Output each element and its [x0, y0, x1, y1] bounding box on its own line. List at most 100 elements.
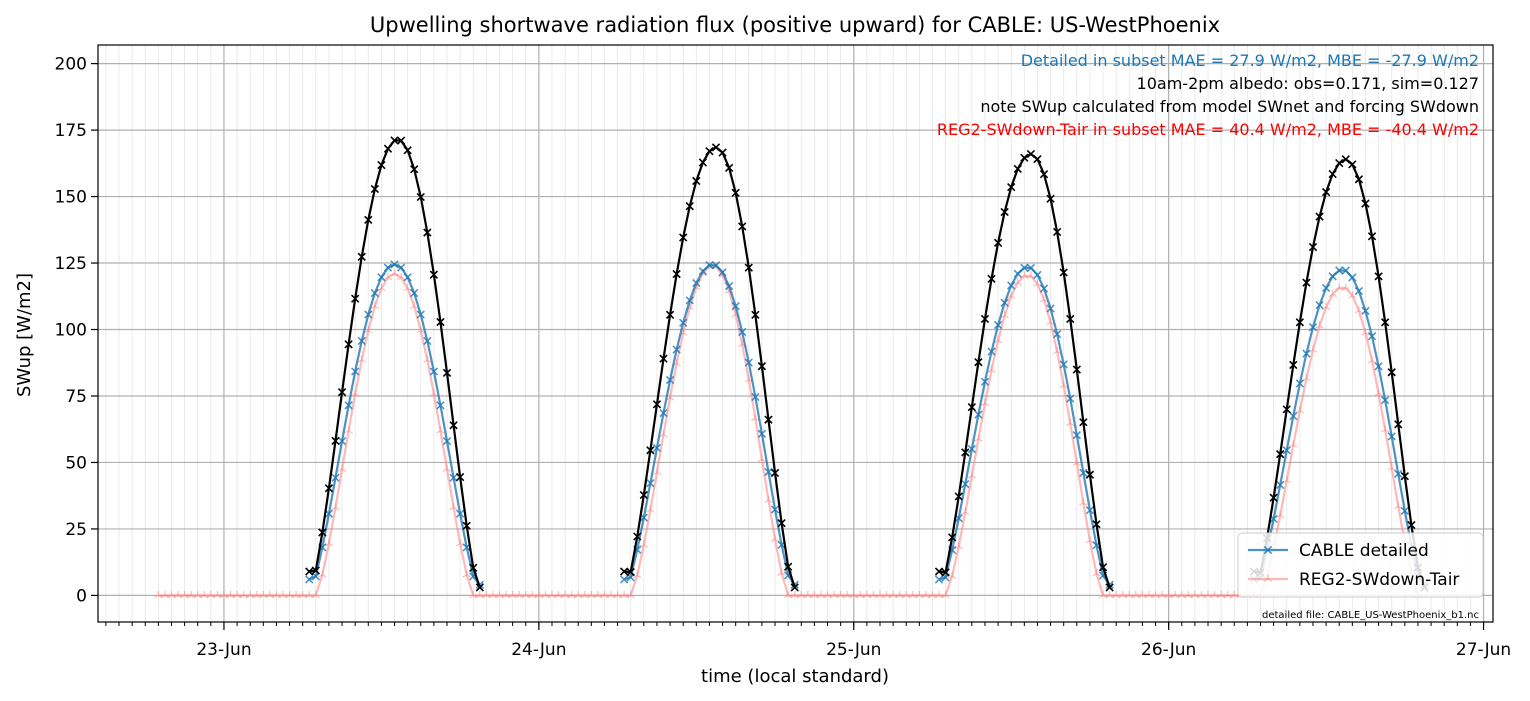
data-point	[344, 340, 353, 349]
data-point	[462, 521, 471, 530]
data-point	[1000, 207, 1009, 217]
data-point	[646, 479, 655, 488]
data-point	[1098, 562, 1108, 572]
data-point	[370, 184, 380, 194]
data-point	[1328, 289, 1337, 298]
data-point	[554, 590, 563, 599]
data-point	[882, 590, 891, 599]
data-point	[1302, 349, 1311, 358]
y-axis: 0 25 50 75 100 125 150 175 200	[55, 55, 98, 606]
data-point	[1374, 362, 1383, 371]
data-point	[324, 539, 334, 547]
data-point	[331, 502, 340, 511]
data-point	[318, 528, 327, 537]
data-point	[757, 361, 767, 371]
data-point	[738, 222, 747, 231]
data-point	[1171, 590, 1180, 599]
data-point	[626, 590, 635, 599]
data-point	[692, 278, 701, 288]
data-point	[311, 566, 320, 575]
data-point	[1276, 480, 1285, 490]
data-point	[1105, 590, 1114, 599]
annotations: Detailed in subset MAE = 27.9 W/m2, MBE …	[937, 51, 1479, 139]
data-point	[488, 590, 498, 599]
data-point	[1039, 284, 1049, 293]
data-point	[305, 575, 314, 584]
data-point	[1380, 425, 1390, 433]
data-point	[1033, 154, 1042, 164]
data-point	[980, 398, 990, 407]
data-point	[790, 590, 799, 599]
data-point	[679, 233, 688, 242]
data-point	[869, 590, 878, 599]
data-point	[1348, 291, 1357, 299]
data-point	[751, 310, 760, 319]
data-point	[934, 575, 944, 584]
data-point	[337, 436, 347, 446]
data-point	[364, 325, 373, 334]
data-point	[501, 590, 511, 599]
data-point	[278, 590, 288, 599]
data-point	[895, 590, 904, 599]
y-tick-label: 75	[65, 387, 87, 407]
y-tick-label: 175	[55, 121, 87, 141]
data-point	[1006, 291, 1016, 299]
data-point	[626, 567, 635, 577]
data-point	[1394, 469, 1403, 479]
data-point	[1374, 272, 1383, 281]
data-point	[659, 408, 668, 418]
data-point	[1354, 175, 1364, 184]
data-point	[1328, 169, 1337, 179]
data-point	[357, 336, 366, 346]
minor-grid	[105, 45, 1484, 622]
data-point	[370, 301, 380, 310]
data-point	[442, 436, 452, 446]
data-point	[324, 484, 334, 493]
data-point	[1039, 170, 1049, 179]
data-point	[790, 583, 799, 592]
data-point	[1072, 365, 1081, 374]
data-point	[1367, 232, 1377, 241]
data-point	[416, 310, 425, 319]
data-point	[318, 570, 327, 578]
data-point	[934, 590, 944, 599]
data-point	[1052, 329, 1062, 339]
data-point	[757, 429, 767, 439]
data-point	[1315, 300, 1324, 310]
data-point	[383, 272, 393, 281]
data-point	[403, 273, 412, 282]
y-tick-label: 50	[65, 453, 87, 473]
data-point	[1328, 272, 1337, 281]
data-point	[652, 443, 662, 453]
data-point	[1059, 268, 1068, 277]
data-point	[390, 269, 399, 277]
data-point	[252, 590, 261, 599]
data-point	[337, 388, 347, 397]
data-point	[1295, 379, 1305, 388]
data-point	[1361, 328, 1370, 336]
annotation-3: note SWup calculated from model SWnet an…	[980, 97, 1479, 116]
data-point	[1341, 266, 1350, 275]
data-point	[659, 430, 668, 438]
series-observed	[305, 136, 1429, 592]
data-point	[1295, 318, 1305, 327]
data-point	[442, 464, 452, 472]
data-point	[1052, 227, 1062, 237]
data-point	[396, 272, 406, 281]
data-point	[724, 281, 734, 291]
data-point	[449, 421, 458, 430]
data-point	[842, 590, 852, 599]
legend-box	[1237, 532, 1484, 598]
data-point	[239, 590, 248, 599]
data-point	[436, 317, 445, 327]
annotation-2: 10am-2pm albedo: obs=0.171, sim=0.127	[1137, 74, 1479, 93]
data-point	[580, 590, 589, 599]
data-point	[770, 468, 780, 478]
data-point	[1387, 432, 1396, 441]
data-point	[1275, 510, 1285, 519]
data-point	[764, 495, 773, 503]
data-point	[698, 266, 708, 276]
data-point	[291, 590, 301, 599]
data-point	[416, 192, 425, 202]
data-point	[410, 288, 419, 298]
